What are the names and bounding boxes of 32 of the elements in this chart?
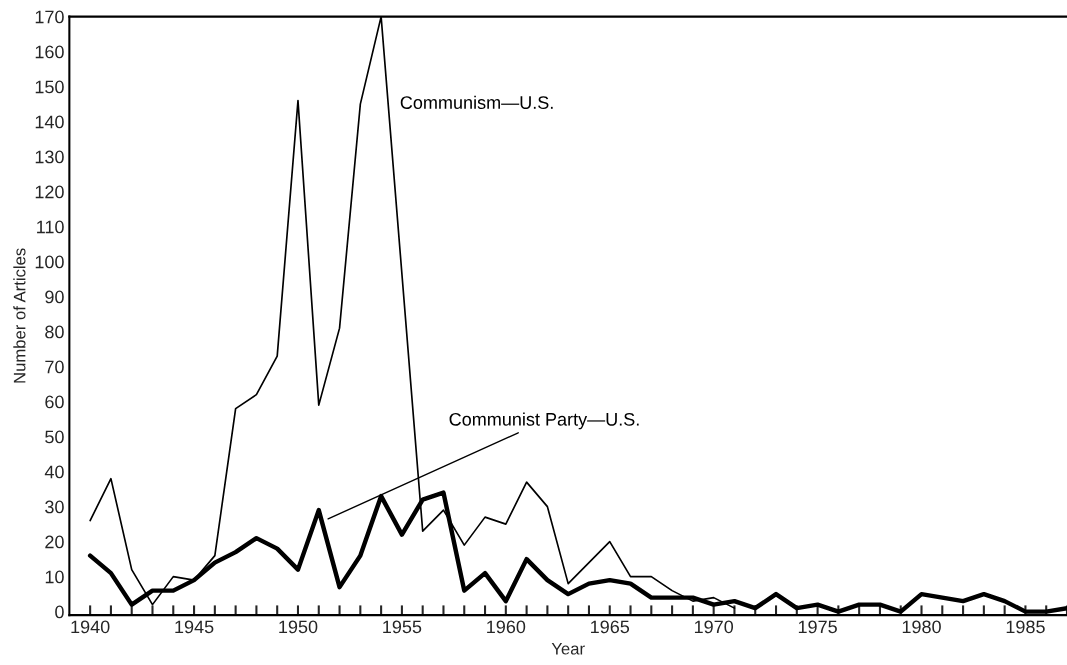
x-tick-label: 1965 [591, 620, 630, 634]
y-tick-label: 80 [45, 325, 64, 339]
x-tick-label: 1970 [694, 620, 734, 634]
y-tick-label: 70 [45, 360, 64, 374]
y-tick-label: 110 [37, 220, 64, 234]
x-tick-label: 1975 [798, 620, 837, 634]
y-tick-label: 120 [35, 185, 64, 199]
y-tick-label: 130 [35, 150, 64, 164]
y-tick-label: 140 [35, 115, 64, 129]
y-tick-label: 0 [55, 605, 64, 619]
y-tick-label: 50 [45, 430, 64, 444]
y-axis-title: Number of Articles [13, 248, 26, 383]
series-label: Communism—U.S. [400, 95, 553, 109]
x-tick-label: 1985 [1006, 620, 1045, 634]
y-tick-label: 30 [45, 500, 64, 514]
x-axis-title: Year [551, 642, 585, 655]
y-tick-label: 100 [35, 255, 64, 269]
y-tick-label: 160 [35, 45, 64, 59]
y-tick-label: 150 [35, 80, 64, 94]
x-tick-label: 1945 [175, 620, 214, 634]
y-tick-label: 40 [44, 465, 64, 479]
x-tick-label: 1980 [902, 620, 941, 634]
y-tick-label: 20 [45, 535, 64, 549]
x-tick-label: 1940 [71, 620, 110, 634]
y-tick-label: 90 [45, 290, 64, 304]
x-tick-label: 1955 [383, 620, 422, 634]
text: Communist Party—U.S. [449, 412, 639, 430]
y-tick-label: 10 [45, 570, 64, 584]
x-tick-label: 1950 [279, 620, 318, 634]
y-tick-label: 60 [45, 395, 64, 409]
y-tick-label: 170 [35, 10, 64, 24]
x-tick-label: 1960 [487, 620, 526, 634]
